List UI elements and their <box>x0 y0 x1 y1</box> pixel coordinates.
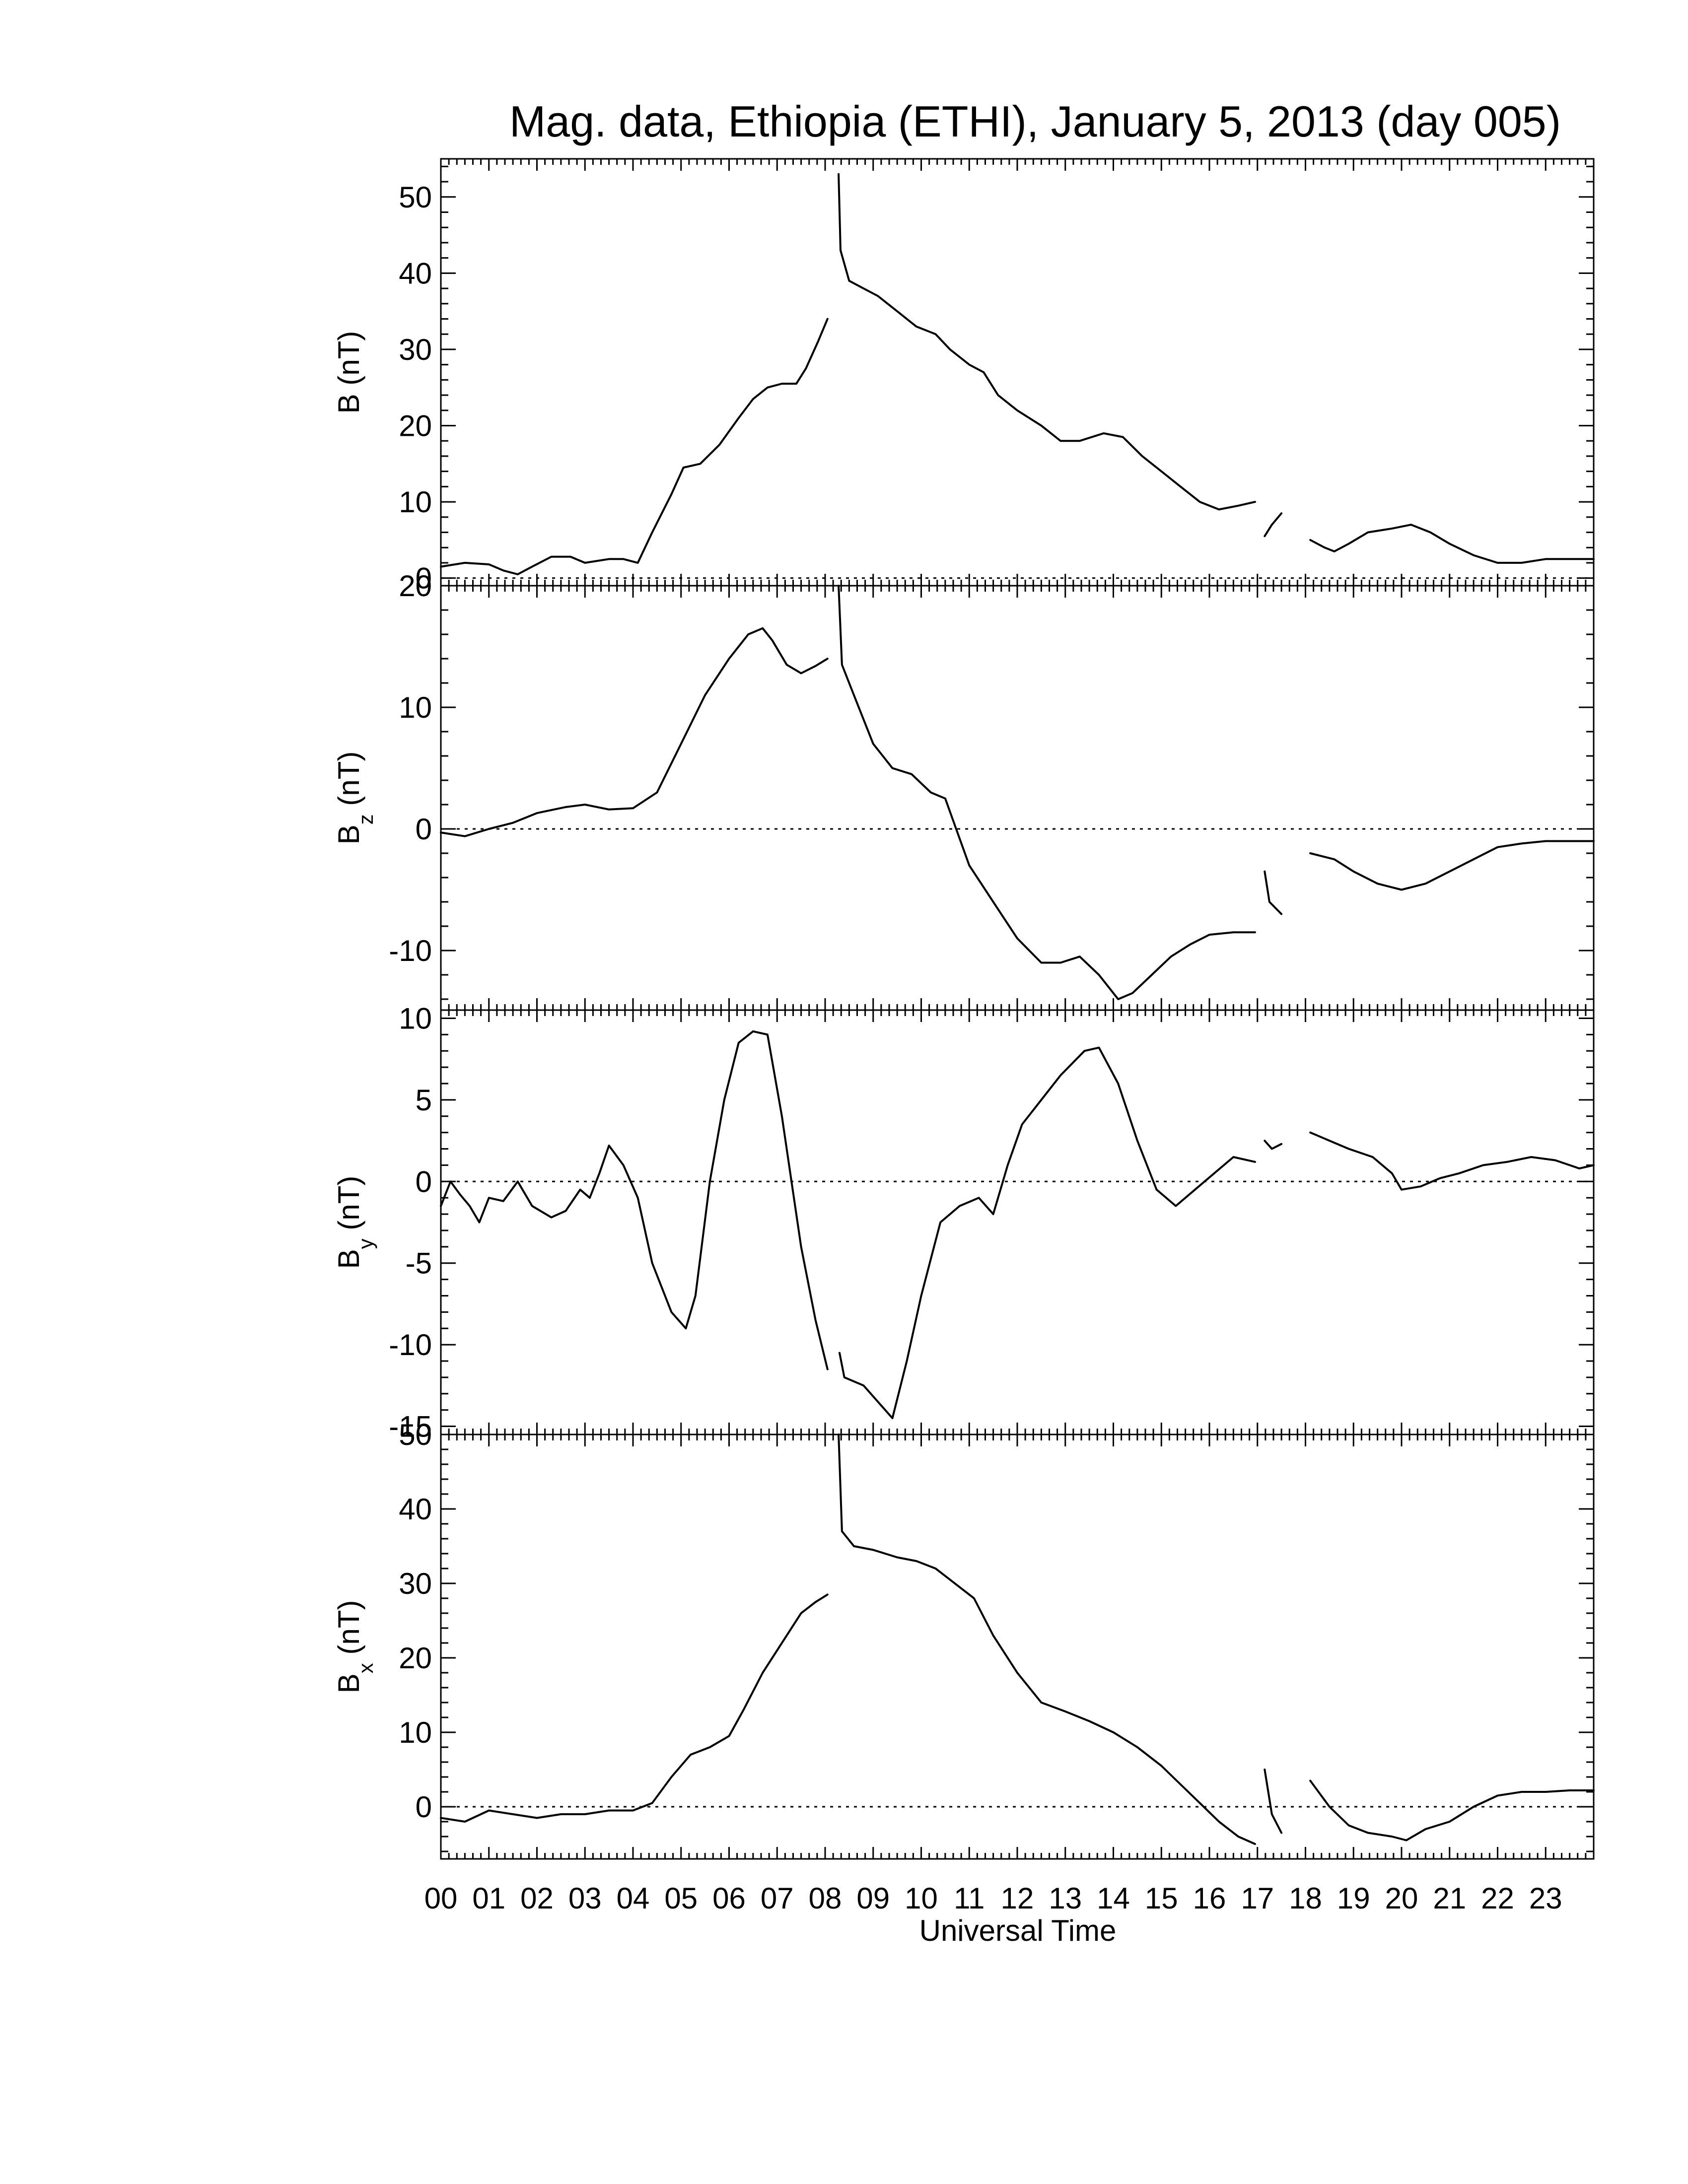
panel-B: 0 10 20 30 40 50 B (nT) <box>332 158 1595 595</box>
y-axis-label-Bz: Bz (nT) <box>332 751 377 845</box>
x-tick-label: 03 <box>568 1882 602 1915</box>
y-tick-label: 0 <box>416 1165 432 1198</box>
x-tick-label: 23 <box>1529 1882 1562 1915</box>
x-tick-label: 06 <box>712 1882 746 1915</box>
y-tick-label: 30 <box>399 1567 432 1600</box>
panel-By: -15 -10 -5 0 5 10 By (nT) <box>332 1002 1595 1443</box>
y-tick-label: -10 <box>389 934 432 967</box>
series-line-Bz <box>1264 870 1283 915</box>
y-axis-label-B: B (nT) <box>332 331 365 414</box>
y-tick-label: 50 <box>399 181 432 214</box>
x-tick-label: 22 <box>1481 1882 1514 1915</box>
x-tick-label: 04 <box>617 1882 650 1915</box>
series-line-B <box>440 318 829 575</box>
y-tick-label: -10 <box>389 1328 432 1362</box>
y-tick-label: 50 <box>399 1418 432 1451</box>
series-line-B <box>1309 524 1595 564</box>
y-tick-label: 0 <box>416 562 432 595</box>
x-tick-label: 21 <box>1433 1882 1466 1915</box>
x-tick-label: 18 <box>1289 1882 1322 1915</box>
x-tick-label: 12 <box>1001 1882 1034 1915</box>
series-line-Bz <box>440 627 829 837</box>
series-line-By <box>839 1046 1256 1420</box>
x-tick-label: 13 <box>1049 1882 1082 1915</box>
panel-frame <box>440 585 1595 1011</box>
panel-frame <box>440 1433 1595 1860</box>
x-tick-label: 05 <box>664 1882 698 1915</box>
series-line-Bx <box>838 1433 1256 1845</box>
x-tick-label: 00 <box>424 1882 458 1915</box>
series-line-By <box>1309 1131 1595 1191</box>
x-tick-label: 02 <box>520 1882 554 1915</box>
y-tick-label: 10 <box>399 691 432 724</box>
x-tick-label: 01 <box>472 1882 505 1915</box>
series-line-By <box>1264 1140 1283 1150</box>
y-tick-label: 20 <box>399 1641 432 1675</box>
y-axis-label-Bx: Bx (nT) <box>332 1600 377 1694</box>
x-tick-label: 15 <box>1145 1882 1178 1915</box>
x-tick-label: 14 <box>1097 1882 1130 1915</box>
series-line-By <box>440 1030 829 1370</box>
panel-Bx: 0 10 20 30 40 50 Bx (nT) <box>332 1418 1595 1860</box>
y-tick-label: 0 <box>416 813 432 846</box>
series-line-Bx <box>1264 1769 1283 1834</box>
y-tick-label: -5 <box>406 1247 432 1280</box>
x-tick-label: 10 <box>905 1882 938 1915</box>
y-axis-label-By: By (nT) <box>332 1176 377 1269</box>
x-tick-label: 17 <box>1241 1882 1274 1915</box>
series-line-Bx <box>440 1593 829 1823</box>
panel-frame <box>440 1009 1595 1435</box>
y-tick-label: 10 <box>399 1002 432 1035</box>
x-axis-tick-labels: 00 01 02 03 04 05 06 07 08 09 10 11 12 13 14 15 16 17 18 19… <box>424 1882 1562 1915</box>
series-line-Bz <box>838 585 1256 1000</box>
x-tick-label: 19 <box>1337 1882 1370 1915</box>
y-tick-label: 40 <box>399 1493 432 1526</box>
y-tick-label: 20 <box>399 569 432 603</box>
y-tick-label: 10 <box>399 485 432 519</box>
panel-Bz: -10 0 10 20 Bz (nT) <box>332 569 1595 1011</box>
x-tick-label: 07 <box>761 1882 794 1915</box>
x-tick-label: 11 <box>954 1882 985 1915</box>
x-tick-label: 09 <box>856 1882 890 1915</box>
y-tick-label: 10 <box>399 1716 432 1749</box>
x-axis-label: Universal Time <box>919 1914 1117 1947</box>
series-line-B <box>838 173 1256 511</box>
x-tick-label: 08 <box>809 1882 842 1915</box>
series-line-B <box>1264 512 1283 538</box>
x-tick-label: 16 <box>1193 1882 1226 1915</box>
y-tick-label: 5 <box>416 1084 432 1117</box>
series-line-Bz <box>1309 840 1595 891</box>
series-line-Bx <box>1309 1779 1595 1842</box>
y-tick-label: 0 <box>416 1790 432 1824</box>
panel-frame <box>440 158 1595 587</box>
x-tick-label: 20 <box>1385 1882 1418 1915</box>
chart-title: Mag. data, Ethiopia (ETHI), January 5, 2… <box>509 97 1561 146</box>
y-tick-label: 30 <box>399 333 432 366</box>
y-tick-label: 20 <box>399 410 432 443</box>
y-tick-label: -15 <box>389 1410 432 1443</box>
y-tick-label: 40 <box>399 257 432 290</box>
